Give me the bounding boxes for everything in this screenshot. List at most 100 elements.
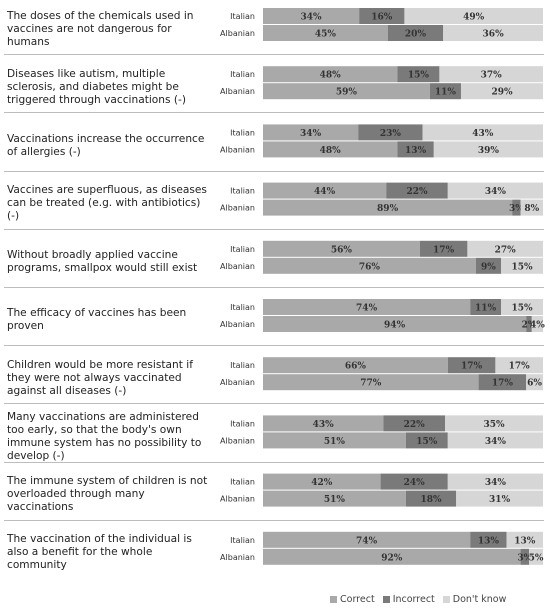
data-label: 48%	[320, 71, 342, 81]
bar-segment-correct	[263, 357, 448, 374]
bar-segment-incorrect	[387, 25, 444, 41]
row-separator	[4, 170, 544, 172]
data-label: 8%	[524, 204, 539, 214]
data-label: 29%	[491, 88, 513, 98]
data-label: 35%	[483, 420, 505, 430]
bar-segment-correct	[263, 316, 527, 332]
bar-segment-incorrect	[520, 548, 529, 565]
bar-segment-correct	[263, 141, 398, 158]
data-label: 34%	[485, 478, 507, 488]
legend-swatch-incorrect	[382, 596, 390, 603]
legend-item-correct: Correct	[330, 594, 375, 605]
legend-label-dont-know: Don't know	[452, 594, 507, 605]
bar-segment-correct	[263, 490, 406, 507]
data-label: 89%	[377, 204, 399, 214]
group-label: Italian	[230, 70, 255, 79]
data-label: 48%	[320, 146, 342, 156]
bar-segment-correct	[263, 548, 521, 565]
legend-label-correct: Correct	[340, 594, 375, 605]
group-label: Albanian	[220, 378, 255, 387]
row-separator	[4, 287, 544, 288]
question-label: The immune system of children is not ove…	[7, 475, 208, 514]
group-label: Albanian	[220, 262, 255, 271]
bar-segment-incorrect	[383, 415, 445, 432]
bar-segment-dont-know	[404, 8, 543, 24]
bar-segment-dont-know	[443, 25, 543, 41]
bar-segment-dont-know	[447, 432, 543, 449]
data-label: 43%	[313, 420, 335, 430]
data-label: 24%	[404, 478, 426, 488]
bar-segment-incorrect	[397, 66, 440, 83]
data-label: 34%	[485, 187, 507, 197]
bar-segment-incorrect	[526, 316, 532, 332]
bar-segment-incorrect	[470, 531, 507, 548]
data-label: 2%	[522, 321, 537, 331]
data-label: 94%	[384, 321, 406, 331]
bar-segment-incorrect	[470, 299, 501, 315]
bar-segment-incorrect	[380, 473, 448, 490]
bar-segment-correct	[263, 25, 388, 41]
data-label: 39%	[478, 146, 500, 156]
data-label: 15%	[511, 304, 533, 314]
question-label: The efficacy of vaccines has been proven	[7, 307, 187, 333]
group-label: Albanian	[220, 145, 255, 154]
data-label: 3%	[517, 553, 532, 563]
data-label: 37%	[481, 71, 503, 81]
row-separator	[4, 461, 544, 463]
bar-segment-incorrect	[512, 199, 521, 216]
data-label: 13%	[478, 536, 500, 546]
bar-segment-correct	[263, 257, 476, 274]
data-label: 20%	[405, 30, 427, 40]
legend-swatch-dont-know	[442, 596, 450, 603]
data-label: 74%	[356, 304, 378, 314]
bar-segment-dont-know	[460, 83, 543, 100]
bar-segment-incorrect	[429, 83, 461, 100]
row-separator	[4, 345, 544, 347]
group-label: Italian	[230, 361, 255, 370]
data-label: 74%	[356, 536, 378, 546]
data-label: 34%	[301, 13, 323, 23]
data-label: 5%	[529, 553, 544, 563]
bar-segment-dont-know	[445, 415, 543, 432]
group-label: Albanian	[220, 320, 255, 329]
data-label: 44%	[314, 187, 336, 197]
chart-legend: Correct Incorrect Don't know	[330, 594, 506, 605]
bar-segment-dont-know	[422, 124, 543, 141]
data-label: 23%	[380, 129, 402, 139]
data-label: 45%	[315, 30, 337, 40]
data-label: 17%	[433, 245, 455, 255]
data-label: 17%	[509, 362, 531, 372]
data-label: 27%	[495, 245, 517, 255]
data-label: 49%	[463, 13, 485, 23]
bar-segment-dont-know	[526, 374, 543, 391]
bar-segment-incorrect	[475, 257, 501, 274]
data-label: 13%	[514, 536, 536, 546]
data-label: 15%	[408, 71, 430, 81]
bar-segment-correct	[263, 531, 471, 548]
data-label: 92%	[381, 553, 403, 563]
question-label: Without broadly applied vaccine programs…	[7, 248, 198, 274]
data-label: 15%	[416, 437, 438, 447]
question-label: The doses of the chemicals used in vacci…	[7, 9, 194, 48]
bar-segment-dont-know	[447, 182, 543, 199]
bar-segment-incorrect	[397, 141, 434, 158]
data-label: 11%	[435, 88, 457, 98]
bar-segment-dont-know	[529, 548, 543, 565]
legend-item-incorrect: Incorrect	[382, 594, 435, 605]
bar-segment-dont-know	[501, 299, 543, 315]
data-label: 6%	[527, 379, 542, 389]
bar-segment-correct	[263, 240, 420, 257]
data-label: 18%	[420, 495, 442, 505]
legend-swatch-correct	[330, 596, 337, 603]
data-label: 17%	[461, 362, 483, 372]
bar-segment-incorrect	[405, 490, 457, 507]
bar-segment-dont-know	[520, 199, 543, 216]
group-label: Italian	[230, 187, 255, 196]
data-label: 9%	[481, 262, 496, 272]
data-label: 59%	[336, 88, 358, 98]
group-label: Italian	[230, 419, 255, 428]
bar-segment-incorrect	[478, 374, 527, 391]
bar-segment-dont-know	[447, 473, 543, 490]
bar-segment-correct	[263, 415, 384, 432]
